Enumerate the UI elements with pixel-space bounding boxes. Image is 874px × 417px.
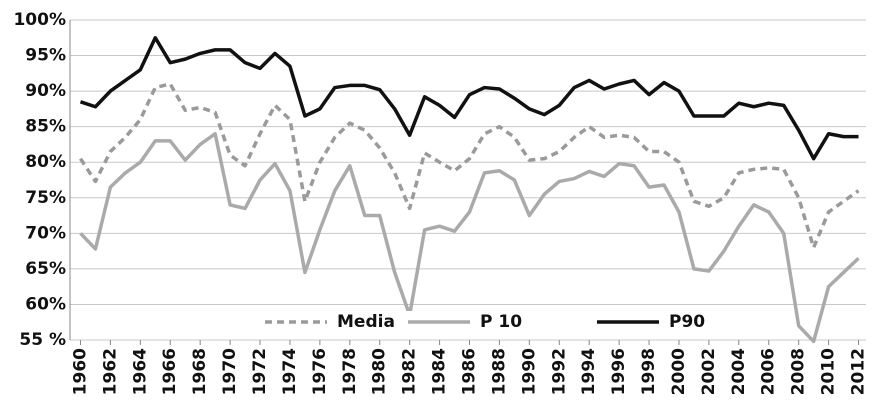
legend-bg <box>404 311 554 333</box>
y-tick-label: 60% <box>25 294 66 314</box>
y-tick-label: 80% <box>25 152 66 172</box>
legend-label: Media <box>337 312 395 332</box>
series-line <box>79 132 860 344</box>
x-tick-label: 1966 <box>160 348 180 395</box>
y-tick-label: 65% <box>25 259 66 279</box>
x-tick-label: 1972 <box>250 348 270 395</box>
y-tick-label: 100% <box>13 10 66 30</box>
y-tick-label: 90% <box>25 81 66 101</box>
x-tick-label: 2002 <box>699 348 719 395</box>
x-tick-label: 2000 <box>669 348 689 395</box>
y-tick-label: 95% <box>25 46 66 66</box>
x-tick-label: 1976 <box>310 348 330 395</box>
x-tick-label: 1990 <box>519 348 539 395</box>
y-tick-label: 85% <box>25 117 66 137</box>
legend-bg <box>261 311 411 333</box>
x-tick-label: 2004 <box>729 348 749 395</box>
x-tick-label: 1980 <box>370 348 390 395</box>
legend-label: P90 <box>669 312 705 332</box>
x-tick-label: 2010 <box>819 348 839 395</box>
x-tick-label: 1986 <box>459 348 479 395</box>
x-tick-label: 2008 <box>789 348 809 395</box>
x-tick-label: 2006 <box>759 348 779 395</box>
legend-label: P 10 <box>480 312 522 332</box>
y-tick-label: 55 % <box>19 330 66 350</box>
y-tick-label: 75% <box>25 188 66 208</box>
series-line <box>79 82 860 250</box>
y-tick-label: 70% <box>25 223 66 243</box>
series-line <box>79 36 859 161</box>
x-tick-label: 1992 <box>549 348 569 395</box>
x-tick-label: 2012 <box>849 348 869 395</box>
x-tick-label: 1998 <box>639 348 659 395</box>
x-tick-label: 1962 <box>100 348 120 395</box>
x-tick-label: 1978 <box>340 348 360 395</box>
x-tick-label: 1960 <box>70 348 90 395</box>
legend-bg <box>593 311 743 333</box>
x-tick-label: 1970 <box>220 348 240 395</box>
x-tick-label: 1974 <box>280 348 300 395</box>
x-tick-label: 1984 <box>430 348 450 395</box>
x-tick-label: 1988 <box>489 348 509 395</box>
x-tick-label: 1968 <box>190 348 210 395</box>
x-tick-label: 1996 <box>609 348 629 395</box>
x-tick-label: 1994 <box>579 348 599 395</box>
x-tick-label: 1982 <box>400 348 420 395</box>
x-tick-label: 1964 <box>130 348 150 395</box>
